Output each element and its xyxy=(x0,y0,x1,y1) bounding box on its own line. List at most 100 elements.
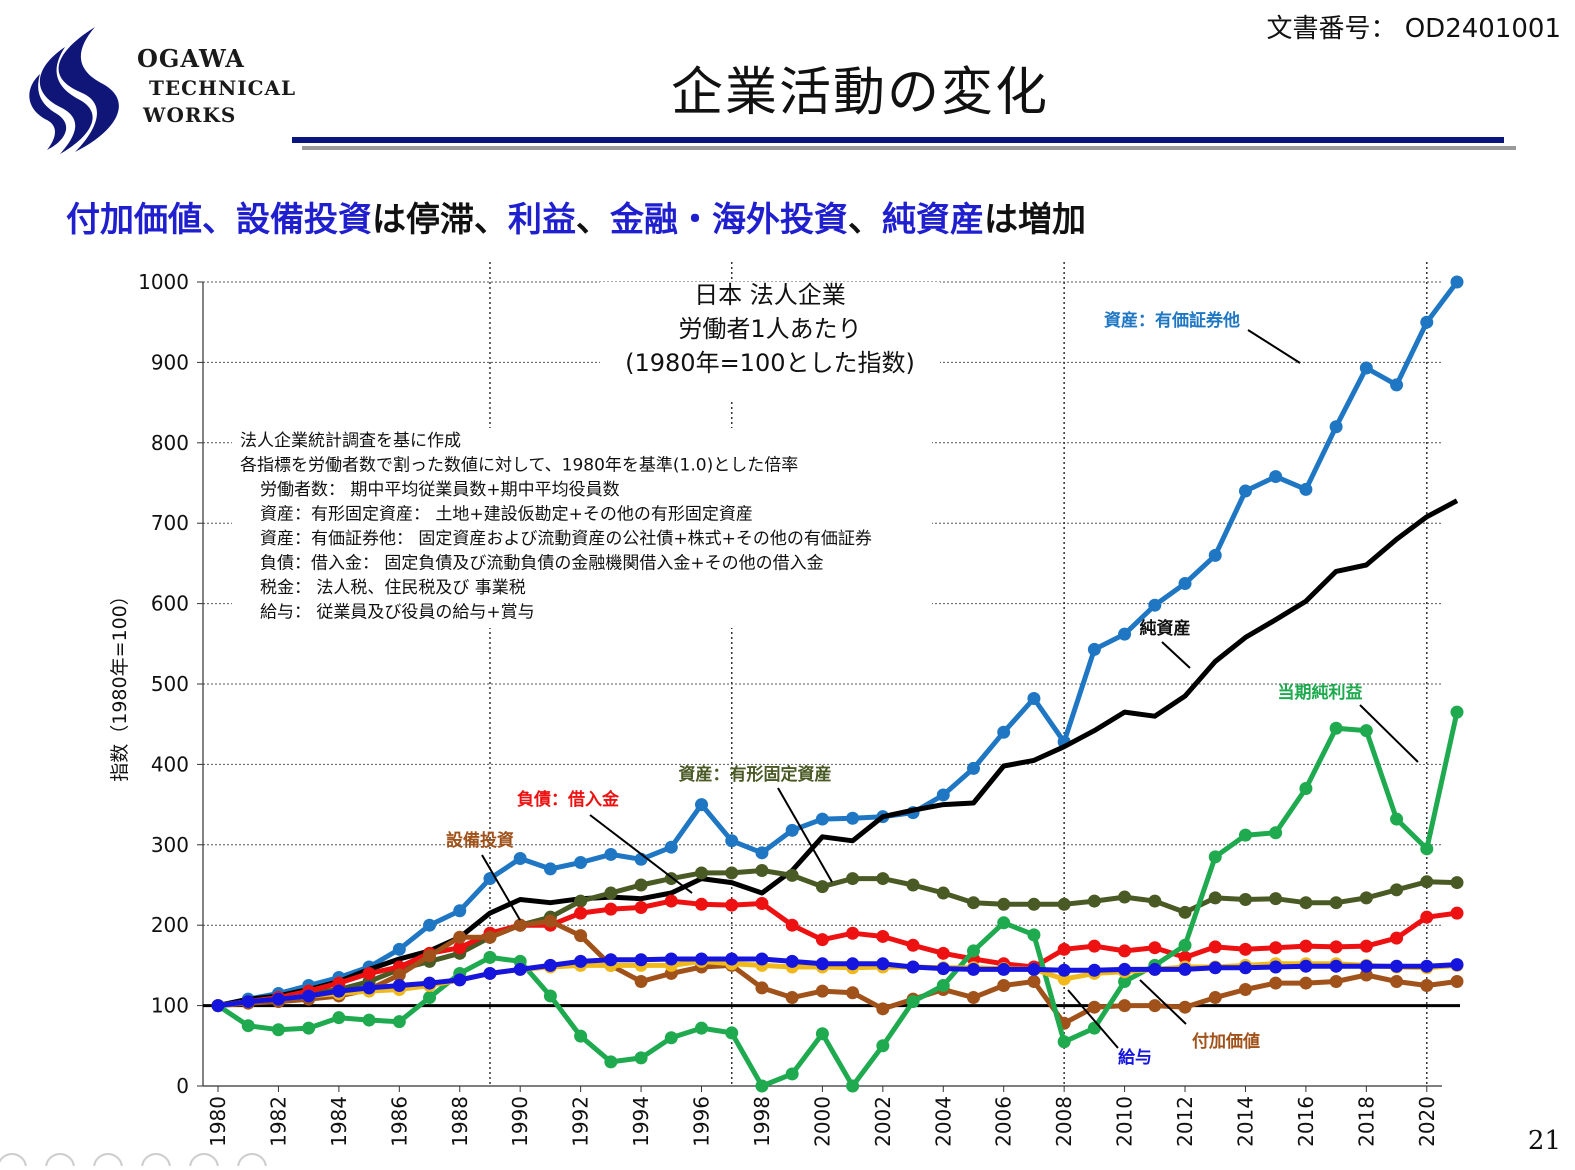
data-point xyxy=(846,926,860,940)
data-point xyxy=(1299,896,1313,910)
data-point xyxy=(785,918,799,932)
data-point xyxy=(1420,910,1434,924)
logo-line1: OGAWA xyxy=(137,44,245,73)
data-point xyxy=(1148,894,1162,908)
data-point xyxy=(725,866,739,880)
data-point xyxy=(755,896,769,910)
data-point xyxy=(1178,938,1192,952)
annotation-leader-line xyxy=(1161,641,1191,669)
data-point xyxy=(513,918,527,932)
data-point xyxy=(1087,939,1101,953)
data-point xyxy=(483,872,497,886)
data-point xyxy=(725,834,739,848)
chart-title-line: 労働者1人あたり xyxy=(678,315,861,343)
document-number: 文書番号： OD2401001 xyxy=(1266,14,1561,44)
data-point xyxy=(1329,721,1343,735)
annotation-label: 付加価値 xyxy=(1192,1031,1260,1052)
x-tick-label: 2014 xyxy=(1233,1096,1257,1147)
data-point xyxy=(1238,983,1252,997)
data-point xyxy=(302,1021,316,1035)
data-point xyxy=(1329,974,1343,988)
annotation-leader-line xyxy=(777,787,833,883)
x-tick-label: 2018 xyxy=(1354,1096,1378,1147)
data-point xyxy=(604,953,618,967)
data-point xyxy=(1450,275,1464,289)
x-tick-label: 1982 xyxy=(266,1096,290,1147)
subtitle-part: 利益 xyxy=(508,200,576,240)
data-point xyxy=(695,866,709,880)
data-point xyxy=(1269,470,1283,484)
data-point xyxy=(664,1031,678,1045)
data-point xyxy=(1420,315,1434,329)
data-point xyxy=(936,788,950,802)
data-point xyxy=(1420,842,1434,856)
pen-icon[interactable] xyxy=(93,1153,123,1170)
data-point xyxy=(755,981,769,995)
data-point xyxy=(1208,940,1222,954)
data-point xyxy=(483,930,497,944)
data-point xyxy=(846,811,860,825)
data-point xyxy=(997,916,1011,930)
data-point xyxy=(1450,958,1464,972)
x-tick-label: 2000 xyxy=(810,1096,834,1147)
data-point xyxy=(1087,1000,1101,1014)
x-tick-label: 2008 xyxy=(1052,1096,1076,1147)
slides-icon[interactable] xyxy=(141,1153,171,1170)
data-point xyxy=(1027,974,1041,988)
chart-title-line: 日本 法人企業 xyxy=(694,281,846,309)
data-point xyxy=(1178,577,1192,590)
x-tick-label: 2012 xyxy=(1173,1096,1197,1147)
more-icon[interactable] xyxy=(237,1153,267,1170)
x-tick-label: 1980 xyxy=(206,1096,230,1147)
data-point xyxy=(755,1079,769,1093)
data-point xyxy=(1208,991,1222,1005)
nav-next-icon[interactable] xyxy=(45,1153,75,1170)
logo-line2: TECHNICAL xyxy=(149,76,297,100)
subtitle-part: は停滞、 xyxy=(372,200,508,240)
data-point xyxy=(211,999,225,1013)
data-point xyxy=(815,1027,829,1041)
annotation-label: 純資産 xyxy=(1140,618,1191,639)
y-tick-label: 500 xyxy=(151,672,189,696)
data-point xyxy=(513,851,527,865)
data-point xyxy=(1299,482,1313,496)
data-point xyxy=(332,984,346,998)
x-tick-label: 2004 xyxy=(931,1096,955,1147)
data-point xyxy=(453,930,467,944)
x-tick-label: 1988 xyxy=(448,1096,472,1147)
zoom-icon[interactable] xyxy=(189,1153,219,1170)
company-logo: OGAWA TECHNICAL WORKS xyxy=(25,22,305,162)
data-point xyxy=(876,1039,890,1053)
page-number: 21 xyxy=(1527,1126,1561,1156)
data-point xyxy=(725,898,739,912)
x-tick-label: 2016 xyxy=(1294,1096,1318,1147)
y-tick-label: 100 xyxy=(151,994,189,1018)
annotation-label: 当期純利益 xyxy=(1278,682,1363,703)
data-point xyxy=(1269,941,1283,955)
data-point xyxy=(755,846,769,860)
subtitle-part: 、 xyxy=(576,200,610,240)
note-line: 資産：有形固定資産： 土地+建設仮勘定+その他の有形固定資産 xyxy=(260,505,753,525)
data-point xyxy=(453,973,467,987)
data-point xyxy=(936,979,950,992)
slide-nav-controls[interactable] xyxy=(0,1150,300,1170)
data-point xyxy=(423,991,437,1005)
x-tick-label: 1986 xyxy=(387,1096,411,1147)
data-point xyxy=(906,938,920,952)
data-point xyxy=(1208,961,1222,975)
note-line: 各指標を労働者数で割った数値に対して、1980年を基準(1.0)とした倍率 xyxy=(240,456,798,476)
data-point xyxy=(1450,974,1464,988)
y-tick-label: 0 xyxy=(176,1074,189,1098)
data-point xyxy=(392,968,406,982)
note-line: 法人企業統計調査を基に作成 xyxy=(240,431,461,451)
data-point xyxy=(392,1015,406,1029)
data-point xyxy=(1087,894,1101,908)
data-point xyxy=(876,957,890,971)
data-point xyxy=(785,954,799,968)
data-point xyxy=(604,847,618,861)
series-当期純利益 xyxy=(211,705,1464,1093)
data-point xyxy=(966,896,980,910)
data-point xyxy=(997,962,1011,976)
nav-prev-icon[interactable] xyxy=(0,1153,27,1170)
data-point xyxy=(966,761,980,775)
